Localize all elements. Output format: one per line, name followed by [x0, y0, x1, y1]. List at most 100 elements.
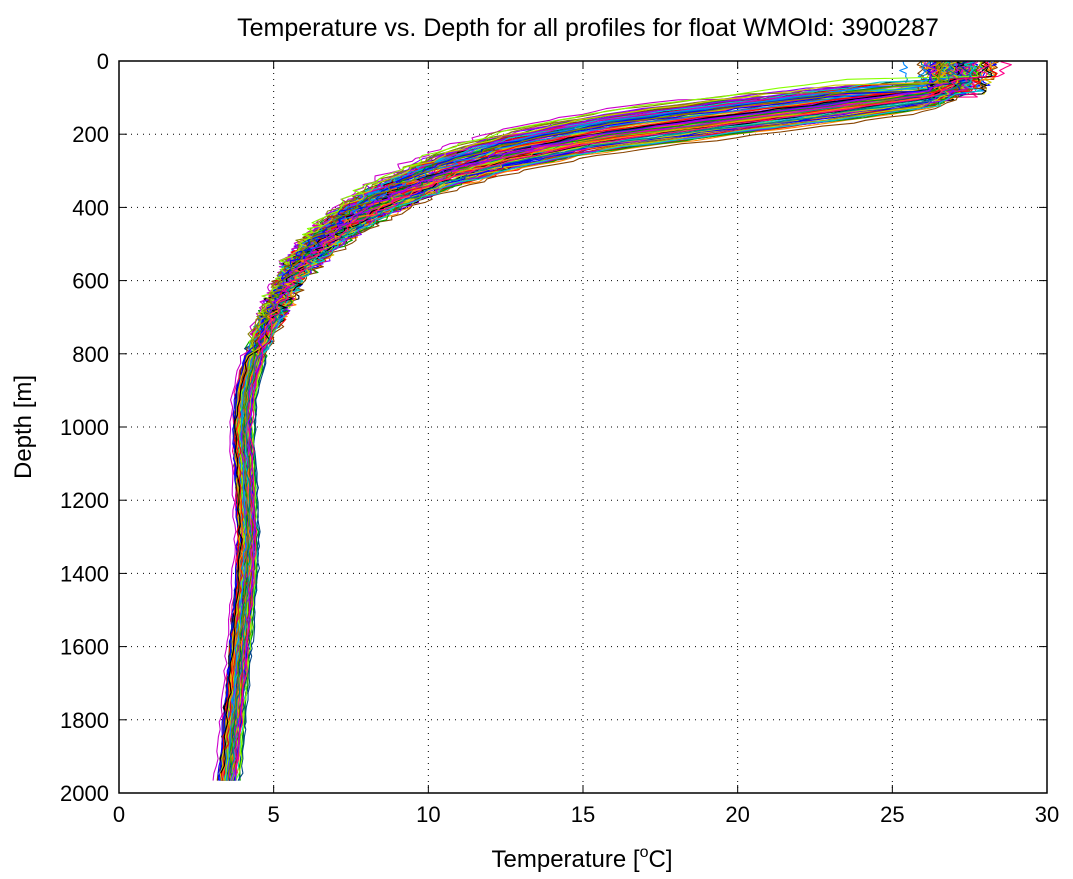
profile-lines: [212, 61, 1012, 781]
temperature-profile-line: [224, 61, 957, 781]
x-tick-label: 20: [725, 802, 749, 827]
temperature-profile-line: [230, 61, 967, 774]
temperature-profile-line: [222, 61, 954, 781]
temperature-profile-line: [232, 61, 990, 781]
temperature-profile-line: [223, 61, 967, 781]
temperature-profile-line: [224, 61, 952, 781]
temperature-profile-line: [222, 61, 962, 781]
temperature-profile-line: [233, 61, 1012, 774]
y-tick-label: 600: [72, 269, 109, 294]
temperature-profile-line: [228, 61, 949, 781]
temperature-profile-line: [220, 61, 954, 774]
temperature-profile-line: [230, 61, 944, 774]
temperature-profile-line: [220, 61, 966, 781]
temperature-profile-line: [221, 61, 952, 781]
temperature-profile-line: [231, 61, 947, 774]
y-tick-label: 400: [72, 195, 109, 220]
temperature-profile-line: [234, 61, 959, 774]
temperature-profile-line: [221, 61, 963, 781]
temperature-profile-line: [227, 61, 973, 781]
temperature-profile-line: [233, 61, 956, 781]
temperature-profile-line: [226, 61, 954, 781]
temperature-profile-line: [223, 61, 955, 781]
y-tick-label: 1400: [60, 561, 109, 586]
y-tick-label: 1200: [60, 488, 109, 513]
temperature-profile-line: [238, 61, 955, 781]
temperature-profile-line: [231, 61, 973, 781]
temperature-profile-line: [219, 61, 946, 781]
chart-title: Temperature vs. Depth for all profiles f…: [237, 14, 939, 42]
temperature-profile-line: [234, 61, 942, 781]
temperature-profile-line: [222, 61, 943, 781]
x-tick-label: 25: [880, 802, 904, 827]
temperature-profile-line: [219, 61, 943, 781]
temperature-profile-line: [231, 61, 997, 781]
temperature-profile-line: [232, 61, 955, 774]
temperature-profile-line: [233, 61, 961, 781]
temperature-profile-line: [220, 61, 952, 781]
temperature-profile-line: [216, 61, 974, 781]
y-axis-title: Depth [m]: [10, 375, 37, 479]
temperature-profile-line: [227, 61, 976, 781]
temperature-profile-line: [220, 61, 992, 774]
temperature-profile-line: [225, 61, 962, 781]
temperature-profile-line: [231, 61, 984, 781]
temperature-profile-line: [229, 61, 944, 781]
temperature-profile-line: [232, 61, 946, 774]
x-tick-label: 0: [113, 802, 125, 827]
temperature-profile-line: [228, 61, 970, 781]
temperature-profile-line: [230, 61, 956, 781]
temperature-profile-line: [234, 61, 985, 774]
temperature-profile-line: [219, 61, 938, 781]
temperature-profile-line: [228, 61, 978, 781]
temperature-profile-line: [231, 61, 973, 781]
temperature-profile-line: [230, 61, 972, 781]
temperature-profile-line: [232, 61, 973, 781]
x-axis-title-suffix: C]: [648, 846, 672, 873]
temperature-profile-line: [225, 61, 966, 781]
temperature-profile-line: [235, 61, 973, 781]
temperature-profile-line: [228, 61, 936, 781]
temperature-profile-line: [223, 61, 985, 781]
temperature-profile-line: [224, 61, 945, 781]
x-tick-label: 30: [1035, 802, 1059, 827]
temperature-profile-line: [223, 61, 937, 781]
temperature-profile-line: [220, 61, 953, 781]
x-tick-label: 10: [416, 802, 440, 827]
y-tick-label: 1000: [60, 415, 109, 440]
y-tick-label: 1800: [60, 708, 109, 733]
temperature-profile-line: [232, 61, 944, 774]
temperature-profile-line: [219, 61, 964, 781]
temperature-profile-line: [229, 61, 943, 774]
temperature-profile-line: [220, 61, 998, 781]
temperature-profile-line: [220, 61, 971, 781]
y-tick-label: 2000: [60, 781, 109, 806]
temperature-profile-line: [220, 61, 951, 781]
temperature-profile-line: [232, 61, 952, 781]
temperature-profile-line: [226, 61, 971, 781]
y-tick-labels: 0 200 400 600 800 1000 1200 1400 1600 1800 2000: [60, 49, 109, 806]
temperature-profile-line: [225, 61, 945, 781]
temperature-profile-line: [219, 61, 979, 774]
temperature-profile-line: [224, 61, 944, 774]
temperature-profile-line: [225, 61, 911, 781]
temperature-profile-line: [224, 61, 950, 781]
temperature-profile-line: [234, 61, 956, 774]
temperature-profile-line: [226, 61, 960, 781]
temperature-profile-line: [228, 61, 951, 781]
temperature-profile-line: [212, 61, 956, 781]
temperature-profile-line: [221, 61, 947, 781]
temperature-profile-line: [225, 61, 996, 774]
temperature-profile-line: [232, 61, 951, 781]
temperature-profile-line: [233, 61, 968, 781]
x-axis-title: Temperature [oC]: [492, 844, 673, 873]
temperature-profile-line: [232, 61, 975, 781]
temperature-profile-line: [226, 61, 978, 781]
axis-ticks: [118, 60, 1048, 794]
temperature-profile-line: [230, 61, 992, 781]
temperature-profile-line: [227, 61, 963, 774]
temperature-profile-line: [220, 61, 944, 781]
temperature-profile-line: [221, 61, 949, 781]
